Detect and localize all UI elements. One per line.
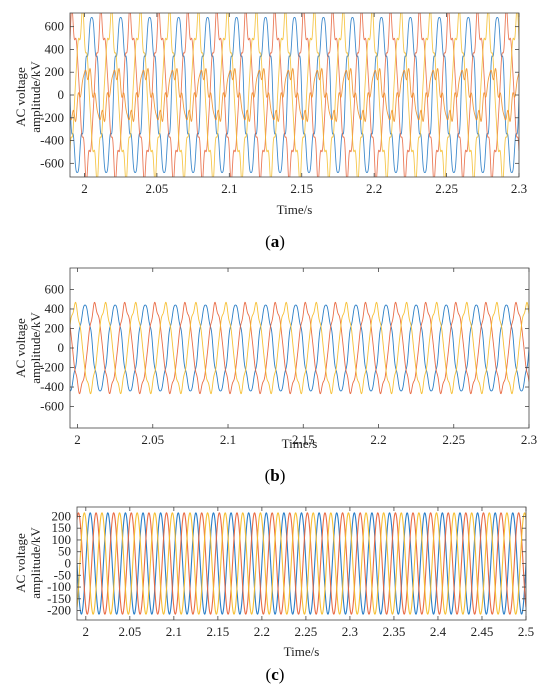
series-line-4 — [70, 67, 519, 123]
x-tick-label: 2.35 — [383, 624, 406, 639]
y-tick-label: 0 — [58, 340, 65, 355]
x-tick-label: 2.1 — [221, 181, 237, 196]
x-axis-title: Time/s — [277, 202, 313, 217]
y-tick-label: -100 — [47, 579, 71, 594]
y-axis-title-line: amplitude/kV — [28, 312, 43, 384]
y-tick-label: -200 — [40, 360, 64, 375]
x-tick-label: 2.45 — [471, 624, 494, 639]
y-tick-label: -600 — [40, 155, 64, 170]
y-tick-label: -400 — [40, 133, 64, 148]
x-tick-label: 2.2 — [366, 181, 382, 196]
x-tick-label: 2.25 — [295, 624, 318, 639]
y-tick-label: -200 — [47, 603, 71, 618]
y-tick-label: -400 — [40, 379, 64, 394]
y-tick-label: -150 — [47, 591, 71, 606]
panel-label: (a) — [265, 232, 285, 251]
x-tick-label: 2.2 — [254, 624, 270, 639]
y-axis-title-line: amplitude/kV — [28, 61, 43, 133]
y-axis-title-line: AC voltage — [13, 318, 28, 378]
series-group — [70, 13, 519, 177]
x-tick-label: 2.3 — [511, 181, 527, 196]
y-axis-title: AC voltage amplitude/kV — [13, 312, 43, 384]
series-group — [77, 512, 526, 615]
x-tick-label: 2.05 — [118, 624, 141, 639]
y-tick-label: 600 — [45, 281, 65, 296]
y-tick-label: 0 — [58, 87, 65, 102]
x-tick-label: 2.3 — [521, 432, 537, 447]
x-tick-label: 2.05 — [141, 432, 164, 447]
series-line-3 — [70, 13, 519, 177]
series-line-2 — [70, 301, 529, 395]
y-axis-title: AC voltage amplitude/kV — [13, 527, 43, 599]
y-tick-label: -600 — [40, 399, 64, 414]
y-axis-title: AC voltage amplitude/kV — [13, 61, 43, 133]
panel-label: (c) — [266, 665, 285, 684]
x-tick-label: 2.05 — [146, 181, 169, 196]
x-tick-label: 2.3 — [342, 624, 358, 639]
x-tick-label: 2.15 — [206, 624, 229, 639]
x-tick-label: 2.25 — [442, 432, 465, 447]
series-group — [70, 301, 529, 395]
y-tick-label: 600 — [45, 19, 65, 34]
y-tick-label: 400 — [45, 301, 65, 316]
plot-area — [77, 507, 526, 620]
y-tick-label: 200 — [52, 508, 72, 523]
x-tick-label: 2.25 — [435, 181, 458, 196]
y-tick-label: 150 — [52, 520, 72, 535]
plot-area — [70, 268, 529, 428]
x-tick-label: 2.1 — [166, 624, 182, 639]
x-tick-label: 2 — [81, 181, 88, 196]
chart-panel-a: 2 2.05 2.1 2.15 2.2 2.25 2.3 600 400 200 0 -200 -400… — [13, 12, 527, 251]
x-tick-label: 2.4 — [430, 624, 447, 639]
y-tick-label: -50 — [54, 567, 71, 582]
chart-panel-c: 2 2.05 2.1 2.15 2.2 2.25 2.3 2.35 2.4 2.45 2.52001… — [13, 506, 534, 684]
x-tick-label: 2.15 — [292, 432, 315, 447]
y-tick-label: 0 — [65, 556, 72, 571]
series-line-3 — [70, 301, 529, 395]
x-tick-label: 2 — [74, 432, 81, 447]
series-line-3 — [77, 512, 526, 615]
x-axis-title: Time/s — [284, 644, 320, 659]
panel-label: (b) — [265, 466, 286, 485]
series-line-1 — [77, 512, 526, 615]
y-axis-title-line: AC voltage — [13, 533, 28, 593]
y-axis-title-line: amplitude/kV — [28, 527, 43, 599]
chart-panel-b: 2 2.05 2.1 2.15 2.2 2.25 2.3 600 400 200 0 -200 -400… — [13, 267, 537, 485]
x-axis-title: Time/s — [282, 436, 318, 451]
plot-area — [70, 13, 519, 177]
y-axis-title-line: AC voltage — [13, 67, 28, 127]
y-tick-label: 50 — [58, 544, 71, 559]
y-tick-label: 200 — [45, 64, 65, 79]
y-tick-label: 400 — [45, 41, 65, 56]
x-tick-label: 2.15 — [290, 181, 313, 196]
x-tick-label: 2.2 — [370, 432, 386, 447]
x-tick-label: 2 — [83, 624, 90, 639]
y-tick-label: -200 — [40, 110, 64, 125]
y-tick-label: 100 — [52, 532, 72, 547]
x-tick-label: 2.1 — [220, 432, 236, 447]
x-tick-label: 2.5 — [518, 624, 534, 639]
series-line-1 — [70, 304, 529, 392]
y-tick-label: 200 — [45, 320, 65, 335]
